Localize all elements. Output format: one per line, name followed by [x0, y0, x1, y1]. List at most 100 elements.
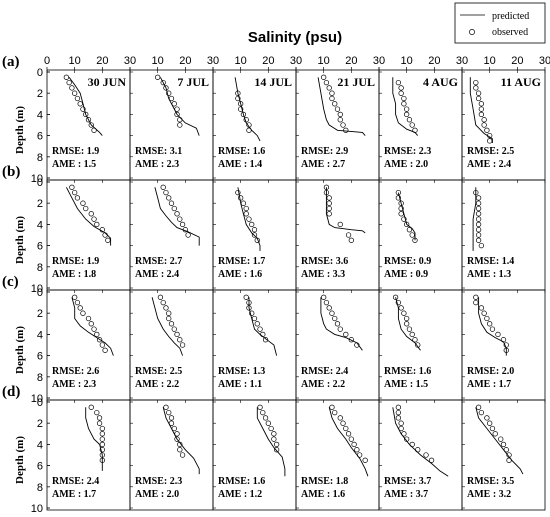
observed-point	[500, 337, 507, 343]
y-tick-label: 8	[37, 262, 43, 274]
x-tick-label: 30	[539, 55, 550, 67]
observed-point	[332, 409, 338, 416]
x-tick-label: 20	[179, 55, 191, 67]
observed-point	[398, 425, 404, 432]
predicted-line	[68, 77, 103, 136]
ame-label: AME : 3.7	[384, 489, 428, 500]
observed-point	[166, 90, 172, 96]
observed-point	[91, 216, 97, 222]
observed-point	[77, 101, 83, 107]
ame-label: AME : 0.9	[384, 269, 428, 280]
legend-box	[454, 2, 546, 44]
observed-point	[329, 404, 335, 410]
cell-frame	[461, 399, 546, 511]
observed-point	[168, 321, 175, 327]
observed-point	[500, 441, 507, 448]
y-axis-title: Depth (m)	[14, 326, 26, 374]
ame-label: AME : 1.5	[384, 379, 428, 390]
legend: predicted observed	[454, 2, 546, 44]
observed-point	[235, 95, 241, 102]
x-tick-label: 10	[152, 55, 164, 67]
observed-point	[80, 200, 86, 206]
observed-point	[155, 74, 161, 80]
observed-point	[489, 326, 496, 332]
observed-point	[163, 85, 169, 91]
observed-point	[238, 195, 244, 201]
observed-point	[265, 420, 271, 426]
observed-point	[249, 310, 255, 316]
observed-point	[85, 117, 92, 123]
observed-point	[503, 342, 509, 348]
y-tick-label: 0	[37, 287, 43, 299]
x-tick-label: 10	[401, 55, 413, 67]
observed-point	[74, 195, 81, 201]
observed-point	[257, 326, 263, 332]
observed-point	[356, 452, 363, 458]
y-tick-label: 8	[37, 482, 43, 494]
predicted-line	[256, 407, 286, 477]
observed-point	[177, 337, 183, 343]
profile-cell: RMSE: 1.6 AME : 1.4 14 JUL	[212, 69, 297, 181]
observed-point	[398, 420, 404, 426]
observed-point	[246, 127, 252, 133]
observed-point	[343, 127, 349, 133]
observed-point	[473, 294, 479, 300]
observed-point	[268, 425, 274, 432]
observed-point	[182, 227, 188, 233]
observed-point	[351, 441, 357, 448]
observed-point	[174, 331, 180, 338]
observed-point	[254, 237, 260, 243]
observed-point	[177, 216, 183, 222]
observed-point	[395, 79, 402, 86]
ame-label: AME : 1.5	[52, 159, 96, 170]
observed-point	[340, 420, 346, 426]
x-tick-label: 0	[44, 55, 50, 67]
observed-point	[160, 184, 166, 190]
observed-point	[74, 299, 81, 306]
observed-point	[94, 409, 100, 416]
panel-label: (a)	[2, 54, 20, 70]
observed-point	[96, 337, 103, 343]
observed-point	[348, 337, 354, 343]
observed-point	[475, 232, 482, 238]
observed-point	[260, 409, 266, 416]
observed-point	[475, 221, 482, 228]
predicted-line	[234, 77, 261, 142]
observed-point	[334, 321, 341, 327]
rmse-label: RMSE: 1.8	[301, 476, 348, 487]
y-tick-label: 10	[31, 393, 43, 405]
observed-point	[91, 326, 97, 332]
observed-point	[251, 315, 258, 322]
panel-label: (c)	[2, 274, 19, 290]
observed-point	[337, 221, 343, 228]
observed-point	[473, 189, 479, 196]
date-label: 11 AUG	[501, 75, 541, 89]
observed-point	[329, 95, 335, 102]
y-tick-label: 2	[37, 418, 43, 430]
y-tick-label: 10	[31, 173, 43, 185]
x-axis-top-col-2: 10 20 30	[212, 55, 302, 70]
y-axis-title: Depth (m)	[14, 106, 26, 154]
profile-cell: RMSE: 2.3 AME : 2.0 4 AUG	[378, 69, 463, 181]
observed-point	[406, 227, 413, 233]
observed-point	[478, 409, 485, 416]
predicted-line	[469, 77, 493, 143]
x-tick-label: 30	[290, 55, 302, 67]
observed-point	[235, 189, 241, 196]
observed-point	[262, 337, 269, 343]
observed-point	[415, 447, 421, 453]
observed-point	[273, 447, 280, 453]
y-tick-label: 8	[37, 372, 43, 384]
observed-point	[251, 227, 258, 233]
x-tick-label: 10	[235, 55, 247, 67]
observed-point	[401, 310, 407, 316]
observed-point	[262, 415, 269, 421]
observed-point	[404, 106, 410, 112]
observed-point	[475, 195, 482, 201]
x-tick-label: 20	[262, 55, 274, 67]
observed-point	[99, 227, 105, 233]
observed-point	[94, 331, 100, 338]
observed-point	[72, 90, 78, 96]
